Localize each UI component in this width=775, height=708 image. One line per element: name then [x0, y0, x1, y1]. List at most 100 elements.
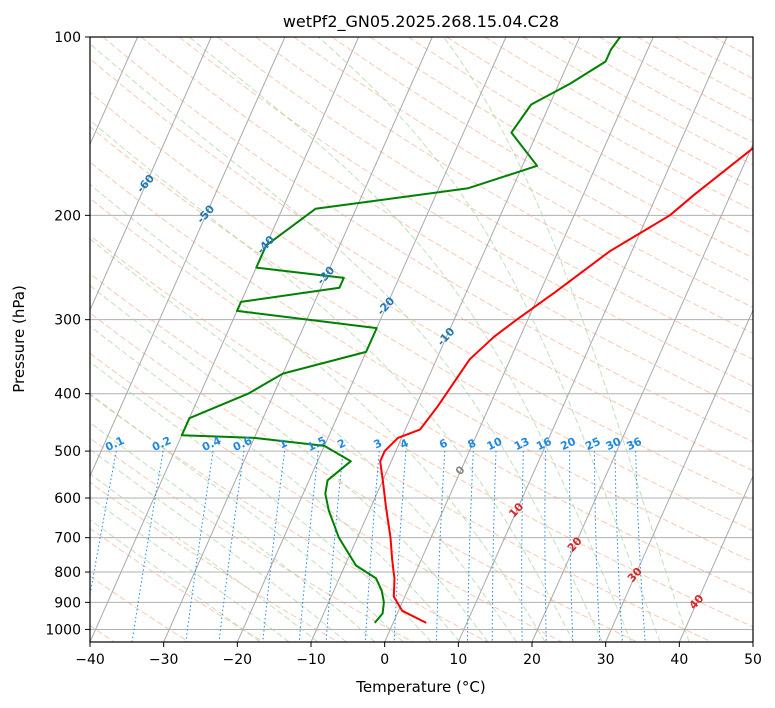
mixing-ratio-label: 13: [512, 435, 531, 453]
dry-adiabat: [90, 352, 563, 642]
mixing-ratio-line: [491, 451, 497, 642]
mixing-ratio-line: [218, 451, 245, 642]
mixing-ratio-line: [614, 451, 623, 642]
mixing-ratio-label: 36: [625, 435, 645, 453]
mixing-ratio-label: 25: [583, 435, 602, 453]
isotherm-line: [90, 37, 360, 642]
moist-adiabat: [188, 37, 632, 642]
moist-adiabat: [317, 37, 661, 642]
x-tick-label: −10: [296, 652, 326, 668]
dry-adiabat: [90, 58, 753, 472]
moist-adiabat: [90, 473, 319, 642]
y-tick-label: 1000: [45, 622, 81, 638]
isotherm-line: [531, 143, 753, 642]
mixing-ratio-label: 20: [559, 435, 579, 453]
isotherm-line: [605, 308, 753, 642]
moist-adiabat: [90, 496, 290, 642]
isotherm-label: 0: [453, 463, 468, 478]
moist-adiabat: [90, 119, 575, 642]
x-tick-label: 30: [597, 652, 615, 668]
mixing-ratio-label: 30: [604, 435, 624, 453]
x-tick-label: 0: [380, 652, 389, 668]
dry-adiabat: [90, 161, 753, 563]
mixing-ratio-label: 16: [534, 435, 554, 453]
dry-adiabat: [90, 273, 712, 642]
dry-adiabat: [90, 527, 264, 642]
isotherm-line: [457, 37, 728, 642]
mixing-ratio-line: [593, 451, 601, 642]
moist-adiabat: [90, 393, 404, 642]
isotherm-line: [310, 37, 581, 642]
moist-adiabat: [443, 37, 690, 642]
dry-adiabat: [637, 37, 753, 101]
y-tick-label: 800: [54, 565, 81, 581]
x-tick-label: 10: [449, 652, 467, 668]
isotherm-line: [678, 474, 753, 642]
moist-adiabat: [90, 421, 376, 642]
x-tick-label: 20: [523, 652, 541, 668]
chart-title: wetPf2_GN05.2025.268.15.04.C28: [283, 12, 559, 32]
isotherm-line: [752, 640, 753, 642]
isotherm-label: -20: [374, 294, 397, 318]
moist-adiabat: [90, 238, 517, 642]
isotherm-line: [90, 37, 139, 146]
isotherm-label: -60: [134, 172, 157, 196]
dry-adiabat: [90, 234, 753, 628]
mixing-ratio-label: 4: [398, 436, 411, 451]
mixing-ratio-line: [131, 451, 164, 642]
y-tick-label: 700: [54, 531, 81, 547]
dry-adiabat: [140, 37, 753, 415]
dry-adiabat: [255, 37, 753, 334]
mixing-ratio-line: [569, 451, 574, 642]
isotherm-line: [384, 37, 654, 642]
dry-adiabat: [90, 394, 488, 642]
plot-area: [90, 37, 753, 642]
y-axis-title: Pressure (hPa): [10, 285, 28, 393]
y-tick-label: 100: [54, 30, 81, 46]
y-tick-label: 500: [54, 444, 81, 460]
temperature-profile: [379, 146, 753, 624]
mixing-ratio-line: [298, 451, 319, 642]
y-tick-label: 600: [54, 491, 81, 507]
x-tick-label: −40: [75, 652, 105, 668]
dry-adiabat: [102, 37, 753, 443]
x-axis-ticks: −40 −30 −20 −10 0 10 20 30 40 50: [75, 642, 762, 668]
x-tick-label: −20: [223, 652, 253, 668]
mixing-ratio-line: [393, 451, 407, 642]
moist-adiabat: [90, 183, 546, 642]
dry-adiabat: [90, 91, 753, 501]
isotherm-line: [90, 37, 212, 312]
mixing-ratio-line: [435, 451, 446, 642]
dry-adiabat: [179, 37, 753, 387]
moist-adiabat: [90, 42, 603, 642]
moist-adiabat: [90, 448, 347, 642]
y-tick-label: 200: [54, 208, 81, 224]
dry-adiabat: [217, 37, 753, 360]
dry-adiabat: [90, 481, 339, 642]
dry-adiabat: [331, 37, 753, 284]
dry-adiabat: [90, 126, 753, 532]
mixing-ratio-line: [521, 451, 524, 642]
isotherm-line: [163, 37, 433, 642]
mixing-ratio-line: [262, 451, 286, 642]
dry-adiabat: [675, 37, 753, 80]
mixing-ratio-label: 3: [372, 436, 384, 451]
dry-adiabat: [522, 37, 753, 166]
mixing-ratio-line: [185, 451, 214, 642]
isotherm-label: 30: [625, 565, 645, 585]
mixing-ratio-line: [325, 451, 344, 642]
dry-adiabat: [446, 37, 753, 212]
dry-adiabat: [713, 37, 753, 59]
mixing-ratio-line: [467, 451, 474, 642]
mixing-ratio-label: 10: [485, 435, 505, 453]
y-axis-ticks: 100 200 300 400 500 600 700 800 900 1000: [45, 30, 90, 638]
dewpoint-profile: [180, 37, 621, 624]
mixing-ratio-line: [90, 451, 117, 598]
moist-adiabat: [90, 325, 461, 642]
isotherm-label: -30: [314, 263, 337, 287]
y-tick-label: 300: [54, 313, 81, 329]
isotherm-label: 10: [506, 500, 526, 520]
isotherm-line: [90, 37, 286, 478]
moist-adiabat: [90, 361, 432, 642]
